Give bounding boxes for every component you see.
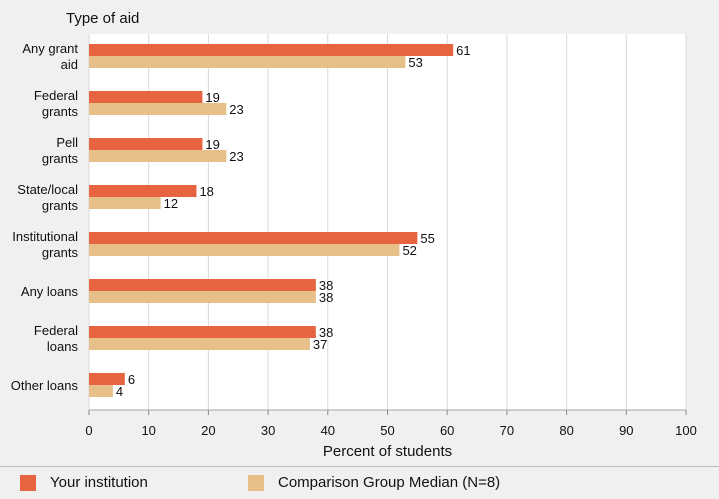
legend-swatch-comparison-median xyxy=(248,474,264,491)
data-label-institution-1: 19 xyxy=(205,90,219,105)
data-label-median-0: 53 xyxy=(408,55,422,70)
category-label-6-1: loans xyxy=(47,339,79,354)
data-label-institution-5: 38 xyxy=(319,278,333,293)
bar-median-7 xyxy=(89,385,113,397)
category-label-3-1: grants xyxy=(42,198,79,213)
data-label-median-1: 23 xyxy=(229,102,243,117)
tick-label-0: 0 xyxy=(85,423,92,438)
category-label-1-0: Federal xyxy=(34,88,78,103)
tick-label-80: 80 xyxy=(559,423,573,438)
data-label-institution-7: 6 xyxy=(128,372,135,387)
legend-label-comparison-median: Comparison Group Median (N=8) xyxy=(278,474,501,491)
legend-item-your-institution: Your institution xyxy=(20,474,148,491)
tick-label-70: 70 xyxy=(500,423,514,438)
bar-chart: Type of aid 6153192319231812555238383837… xyxy=(10,10,697,460)
tick-label-30: 30 xyxy=(261,423,275,438)
legend: Your institution Comparison Group Median… xyxy=(0,466,719,499)
legend-item-comparison-median: Comparison Group Median (N=8) xyxy=(248,474,500,491)
data-label-institution-2: 19 xyxy=(205,137,219,152)
category-label-1-1: grants xyxy=(42,104,79,119)
category-label-2-1: grants xyxy=(42,151,79,166)
tick-label-10: 10 xyxy=(141,423,155,438)
data-label-median-2: 23 xyxy=(229,149,243,164)
chart-area: Type of aid 61 53 19 23 19 23 18 12 55 52 38 38 38 37… xyxy=(10,10,697,460)
category-label-4-1: grants xyxy=(42,245,79,260)
bar-institution-6 xyxy=(89,326,316,338)
data-label-median-7: 4 xyxy=(116,384,123,399)
data-label-median-5: 38 xyxy=(319,290,333,305)
tick-label-40: 40 xyxy=(321,423,335,438)
data-label-institution-4: 55 xyxy=(420,231,434,246)
data-label-median-6: 37 xyxy=(313,337,327,352)
category-label-3-0: State/local xyxy=(17,182,78,197)
bar-median-1 xyxy=(89,103,227,115)
bar-median-4 xyxy=(89,244,400,256)
tick-label-90: 90 xyxy=(619,423,633,438)
category-label-5-0: Any loans xyxy=(21,284,79,299)
bar-institution-1 xyxy=(89,91,203,103)
category-label-4-0: Institutional xyxy=(12,229,78,244)
x-axis-ticks: 0 10 20 30 40 50 60 70 80 90 100 xyxy=(85,410,697,438)
data-label-median-3: 12 xyxy=(164,196,178,211)
data-label-institution-3: 18 xyxy=(199,184,213,199)
data-label-institution-0: 61 xyxy=(456,43,470,58)
legend-swatch-your-institution xyxy=(20,474,36,491)
category-label-0-1: aid xyxy=(61,57,78,72)
bar-institution-2 xyxy=(89,138,203,150)
legend-label-your-institution: Your institution xyxy=(50,474,148,491)
bar-institution-5 xyxy=(89,279,316,291)
tick-label-20: 20 xyxy=(201,423,215,438)
bar-institution-7 xyxy=(89,373,125,385)
category-label-6-0: Federal xyxy=(34,323,78,338)
category-labels: Any grantaidFederalgrantsPellgrantsState… xyxy=(11,41,79,393)
bar-median-0 xyxy=(89,56,406,68)
x-axis-label: Percent of students xyxy=(323,443,452,460)
bar-institution-3 xyxy=(89,185,197,197)
chart-title: Type of aid xyxy=(66,10,139,27)
category-label-2-0: Pell xyxy=(56,135,78,150)
grid xyxy=(88,34,687,410)
data-label-median-4: 52 xyxy=(402,243,416,258)
bar-institution-0 xyxy=(89,44,454,56)
bar-institution-4 xyxy=(89,232,418,244)
tick-label-50: 50 xyxy=(380,423,394,438)
bar-median-5 xyxy=(89,291,316,303)
category-label-0-0: Any grant xyxy=(22,41,78,56)
tick-label-60: 60 xyxy=(440,423,454,438)
data-label-institution-6: 38 xyxy=(319,325,333,340)
bar-median-3 xyxy=(89,197,161,209)
category-label-7-0: Other loans xyxy=(11,378,79,393)
bar-median-6 xyxy=(89,338,310,350)
tick-label-100: 100 xyxy=(675,423,697,438)
bar-median-2 xyxy=(89,150,227,162)
